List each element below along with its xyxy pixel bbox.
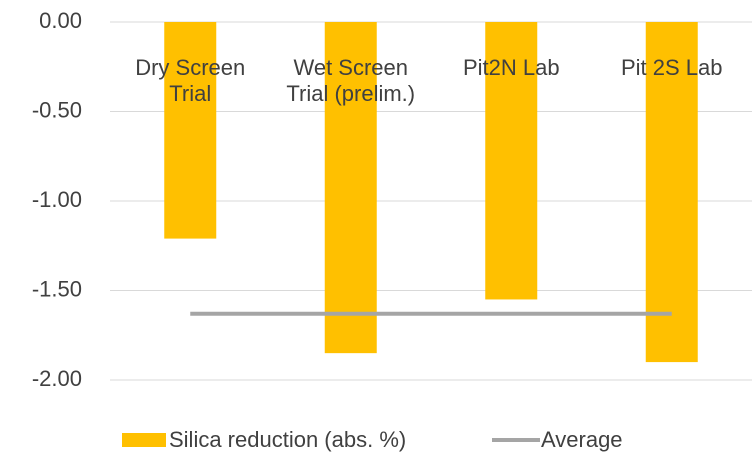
bar xyxy=(485,22,538,300)
x-tick-label: Pit2N Lab xyxy=(462,55,560,80)
x-tick-label-box: Wet Screen Trial (prelim.) xyxy=(286,55,416,106)
bar xyxy=(645,22,698,363)
legend-label: Silica reduction (abs. %) xyxy=(169,427,406,452)
x-tick-label-box: Dry Screen Trial xyxy=(135,55,246,106)
y-tick-label: 0.00 xyxy=(39,8,82,33)
y-tick-label: -1.00 xyxy=(32,187,82,212)
y-tick-label: -0.50 xyxy=(32,97,82,122)
y-tick-label: -2.00 xyxy=(32,366,82,391)
y-tick-label: -1.50 xyxy=(32,276,82,301)
x-tick-label: Pit 2S Lab xyxy=(620,55,723,80)
legend-label: Average xyxy=(541,427,623,452)
x-tick-label-box: Pit2N Lab xyxy=(462,55,560,80)
legend-swatch xyxy=(122,433,166,447)
bar xyxy=(164,22,217,239)
x-tick-label-box: Pit 2S Lab xyxy=(620,55,723,80)
x-tick-label: Wet Screen Trial (prelim.) xyxy=(286,55,416,106)
x-tick-label: Dry Screen Trial xyxy=(135,55,246,106)
bar xyxy=(324,22,377,354)
